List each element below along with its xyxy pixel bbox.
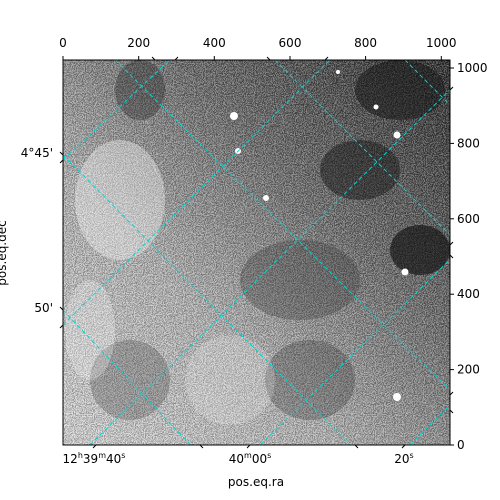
ra-tick-label: 40m00s: [229, 451, 272, 466]
right-tick-label: 1000: [457, 61, 488, 75]
star: [373, 104, 379, 110]
right-tick-label: 0: [457, 438, 465, 452]
right-tick-label: 400: [457, 287, 480, 301]
right-pixel-axis: [450, 67, 454, 446]
top-tick-label: 200: [127, 36, 150, 50]
star: [263, 195, 269, 201]
star: [401, 268, 409, 276]
dec-tick-label: 50': [34, 301, 53, 315]
star: [336, 70, 340, 74]
top-tick-label: 400: [203, 36, 226, 50]
star: [230, 112, 238, 120]
right-tick-label: 800: [457, 136, 480, 150]
right-tick-label: 200: [457, 363, 480, 377]
top-tick-label: 1000: [426, 36, 457, 50]
right-tick-label: 600: [457, 212, 480, 226]
dec-tick-label: 4°45': [21, 146, 53, 160]
star: [393, 393, 401, 401]
ra-tick-label: 12h39m40s: [63, 451, 126, 466]
star: [393, 131, 401, 139]
coordinate-grid: [63, 60, 450, 445]
wcs-edge-ticks: [59, 56, 454, 449]
y-axis-label: pos.eq.dec: [0, 220, 9, 285]
ra-tick-label: 20s: [394, 451, 413, 466]
top-tick-label: 800: [354, 36, 377, 50]
top-tick-label: 600: [279, 36, 302, 50]
top-pixel-axis: [62, 56, 442, 60]
astronomical-image: [63, 60, 450, 445]
top-tick-label: 0: [59, 36, 67, 50]
x-axis-label: pos.eq.ra: [228, 475, 284, 489]
plot-frame: [62, 59, 451, 446]
